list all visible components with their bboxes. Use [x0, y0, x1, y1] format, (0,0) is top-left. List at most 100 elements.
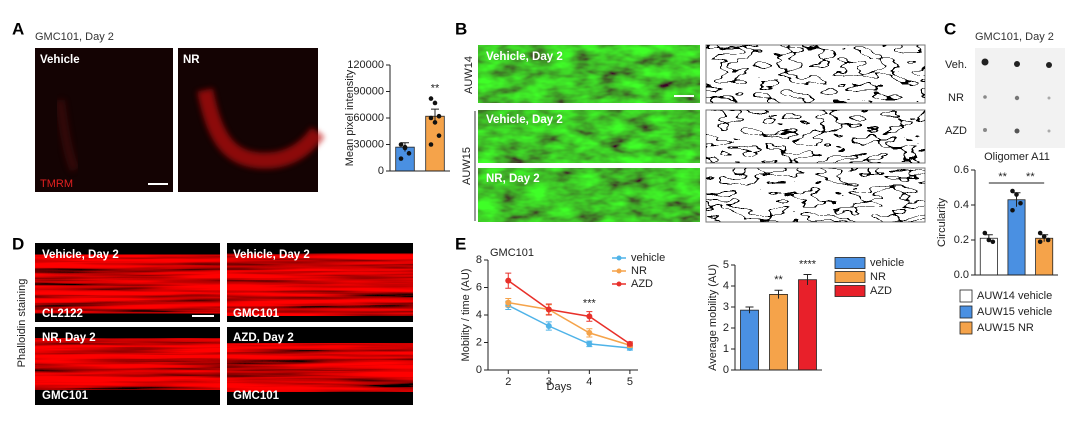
muscle-fiber — [35, 254, 220, 314]
data-point — [432, 120, 438, 125]
panel-label: C — [944, 19, 956, 38]
image-label: GMC101 — [233, 390, 280, 402]
panel-label: A — [12, 19, 24, 38]
data-point — [982, 230, 988, 236]
legend-marker — [616, 255, 622, 261]
dot-blot — [975, 48, 1065, 148]
muscle-fiber — [227, 253, 413, 316]
legend-swatch — [834, 257, 866, 269]
y-axis-label: Mean pixel intensity — [344, 69, 356, 166]
y-tick-label: 30000 — [353, 138, 384, 150]
y-tick-label: 0 — [378, 165, 384, 177]
stain-label: TMRM — [40, 178, 73, 190]
image-label: Vehicle, Day 2 — [486, 51, 563, 63]
y-axis-label: Mobility / time (AU) — [460, 269, 472, 362]
x-tick-label: 2 — [505, 376, 511, 388]
y-tick-label: 90000 — [353, 85, 384, 97]
chart-title: GMC101 — [490, 247, 534, 259]
y-tick-label: 0.2 — [954, 234, 969, 246]
panel-subtitle: GMC101, Day 2 — [975, 31, 1054, 43]
worm-signal — [55, 99, 80, 173]
micrograph — [35, 48, 173, 192]
row-label: NR — [948, 92, 964, 104]
bar — [798, 279, 817, 371]
data-point — [398, 142, 404, 147]
series-marker — [586, 340, 593, 347]
series-line — [507, 304, 630, 349]
micrograph — [478, 45, 700, 103]
legend-label: AZD — [870, 285, 892, 297]
outline-images — [705, 44, 926, 223]
series-marker — [586, 313, 593, 320]
stain-label: Phalloidin staining — [16, 279, 28, 368]
y-tick-label: 0 — [476, 364, 482, 376]
y-tick-label: 0 — [723, 364, 729, 376]
data-point — [990, 239, 996, 245]
legend-label: AUW15 NR — [977, 322, 1034, 334]
bar — [740, 309, 759, 371]
data-point — [1037, 239, 1043, 245]
row-label: AZD — [945, 125, 967, 137]
y-tick-label: 0.4 — [954, 199, 969, 211]
x-tick-label: 3 — [546, 376, 552, 388]
blot-dot — [1046, 62, 1052, 68]
image-label: NR, Day 2 — [42, 332, 96, 344]
data-point — [1010, 207, 1015, 213]
annotation: ** — [1026, 171, 1035, 183]
y-tick-label: 6 — [476, 281, 482, 293]
series-line — [508, 301, 631, 346]
y-tick-label: 8 — [476, 254, 482, 266]
image-label: Vehicle, Day 2 — [233, 249, 310, 261]
series-marker — [505, 299, 512, 306]
image-label: NR, Day 2 — [486, 173, 540, 185]
blot-dots — [981, 58, 1052, 134]
data-point — [436, 133, 442, 138]
muscle-fiber — [227, 343, 413, 392]
mito-outline — [706, 45, 925, 103]
annotation: ** — [774, 274, 783, 286]
image-label: NR — [183, 54, 200, 66]
series-marker — [586, 329, 593, 336]
legend-marker — [616, 268, 622, 274]
legend-swatch — [834, 271, 866, 283]
y-tick-label: 3 — [723, 301, 729, 313]
series-marker — [626, 340, 633, 347]
blot-dot — [983, 95, 987, 99]
annotation: ** — [431, 82, 440, 94]
blot-dot — [981, 58, 989, 66]
y-tick-label: 4 — [476, 309, 482, 321]
image-label: Vehicle, Day 2 — [486, 114, 563, 126]
muscle-fiber — [35, 338, 220, 390]
legend-label: NR — [870, 271, 886, 283]
y-tick-label: 2 — [723, 322, 729, 334]
micrograph — [478, 168, 700, 222]
y-tick-label: 1 — [723, 343, 729, 355]
blot-dot — [1047, 129, 1051, 133]
legend-swatch — [959, 305, 973, 319]
data-point — [1041, 234, 1047, 239]
data-point — [402, 145, 408, 151]
x-tick-label: 5 — [627, 376, 633, 388]
data-point — [1045, 237, 1051, 243]
data-point — [1037, 230, 1043, 236]
y-tick-label: 120000 — [347, 59, 384, 71]
mito-outline — [706, 168, 925, 222]
legend-label: vehicle — [870, 257, 904, 269]
annotation: *** — [583, 297, 597, 309]
bar — [1035, 237, 1054, 276]
panel-label: D — [12, 234, 24, 253]
series-marker — [505, 277, 512, 284]
image-label: Vehicle, Day 2 — [42, 249, 119, 261]
data-point — [406, 151, 412, 156]
error-bar — [745, 306, 754, 314]
panel-label: B — [455, 19, 467, 38]
annotation: **** — [799, 258, 817, 270]
y-tick-label: 2 — [476, 336, 482, 348]
blot-dot — [983, 128, 987, 132]
panel-label: E — [455, 234, 466, 253]
legend-swatch — [834, 285, 866, 297]
series-marker — [545, 323, 552, 329]
micrograph — [478, 110, 700, 163]
legend-swatch — [959, 321, 973, 335]
x-tick-label: 4 — [586, 376, 592, 388]
